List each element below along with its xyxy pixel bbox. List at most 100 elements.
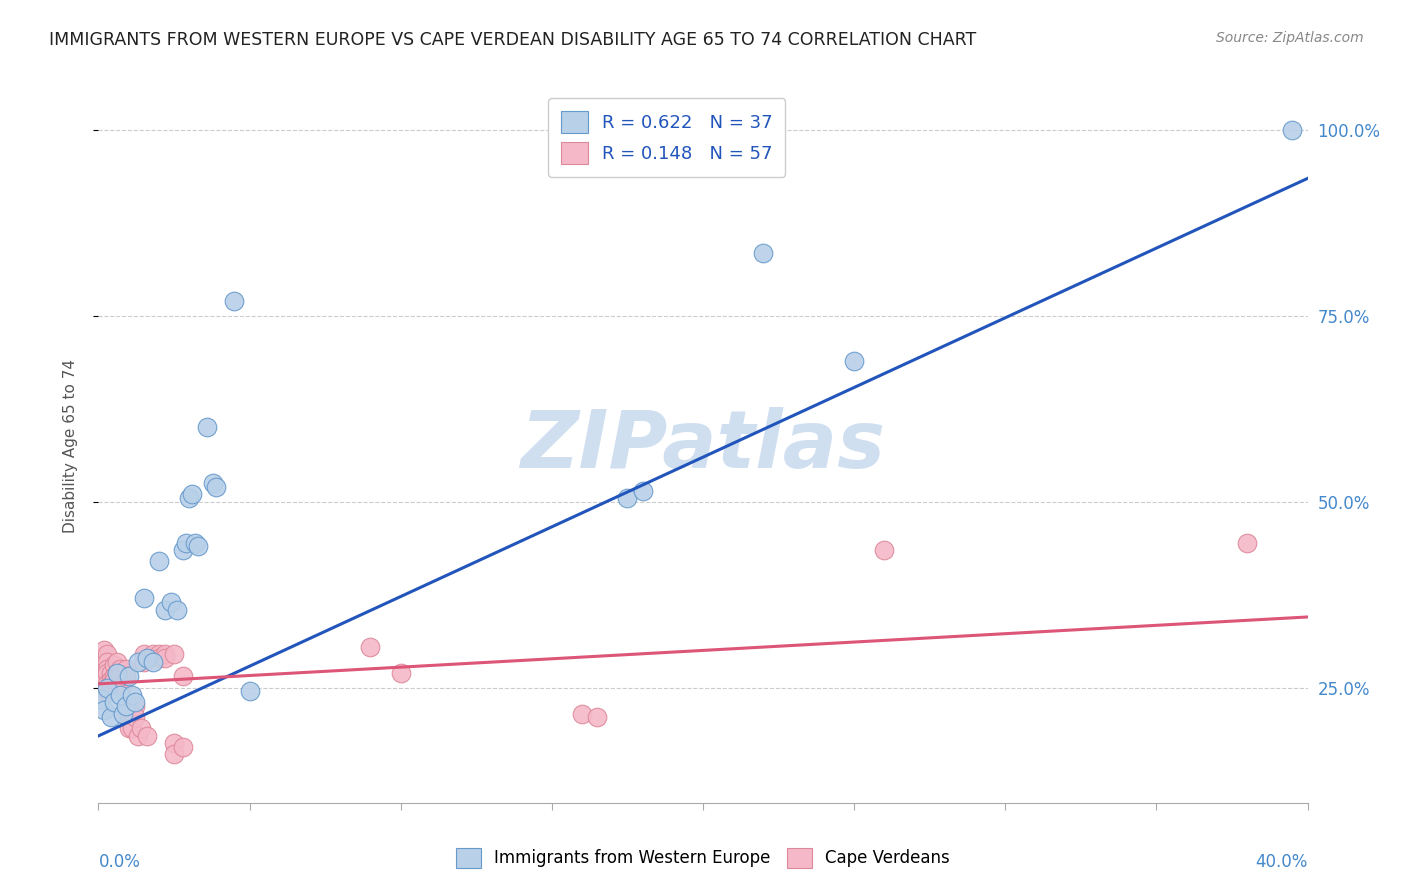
Point xyxy=(737,145,759,160)
Text: IMMIGRANTS FROM WESTERN EUROPE VS CAPE VERDEAN DISABILITY AGE 65 TO 74 CORRELATI: IMMIGRANTS FROM WESTERN EUROPE VS CAPE V… xyxy=(49,31,976,49)
Point xyxy=(172,740,194,755)
Point xyxy=(108,688,131,702)
Point xyxy=(118,706,141,721)
Point xyxy=(631,483,654,498)
Text: Source: ZipAtlas.com: Source: ZipAtlas.com xyxy=(1216,31,1364,45)
Point xyxy=(118,669,141,683)
Point xyxy=(586,710,609,724)
Point xyxy=(195,420,218,434)
Point xyxy=(87,651,110,665)
Point xyxy=(153,651,176,665)
Point xyxy=(90,691,112,706)
Point xyxy=(103,669,125,683)
Point xyxy=(96,665,118,680)
Point xyxy=(153,647,176,661)
Point xyxy=(148,554,170,568)
Point xyxy=(103,658,125,673)
Point xyxy=(132,591,155,606)
Point xyxy=(163,647,186,661)
Point xyxy=(121,722,143,736)
Point xyxy=(148,651,170,665)
Point xyxy=(114,669,136,683)
Point xyxy=(224,293,246,308)
Point xyxy=(202,476,225,491)
Point xyxy=(163,747,186,762)
Point xyxy=(93,655,115,669)
Point xyxy=(752,245,775,260)
Point xyxy=(127,655,149,669)
Point xyxy=(103,673,125,687)
Point xyxy=(108,662,131,676)
Point xyxy=(96,681,118,695)
Point xyxy=(114,662,136,676)
Point xyxy=(166,602,188,616)
Point xyxy=(360,640,382,654)
Point xyxy=(100,673,122,687)
Point xyxy=(129,722,152,736)
Text: 40.0%: 40.0% xyxy=(1256,853,1308,871)
Point xyxy=(93,669,115,683)
Point xyxy=(114,699,136,714)
Point xyxy=(93,643,115,657)
Point xyxy=(205,480,228,494)
Point xyxy=(172,669,194,683)
Point xyxy=(135,729,157,743)
Point xyxy=(181,487,204,501)
Point xyxy=(103,696,125,710)
Point xyxy=(132,647,155,661)
Point xyxy=(179,491,201,505)
Text: 0.0%: 0.0% xyxy=(98,853,141,871)
Point xyxy=(100,677,122,691)
Point xyxy=(90,673,112,687)
Point xyxy=(100,710,122,724)
Point xyxy=(1281,123,1303,137)
Point xyxy=(124,710,146,724)
Point xyxy=(174,535,197,549)
Point xyxy=(127,729,149,743)
Point xyxy=(163,736,186,750)
Point xyxy=(1236,535,1258,549)
Point xyxy=(93,677,115,691)
Point xyxy=(187,539,209,553)
Point xyxy=(148,647,170,661)
Point xyxy=(160,595,183,609)
Y-axis label: Disability Age 65 to 74: Disability Age 65 to 74 xyxy=(63,359,77,533)
Point xyxy=(124,699,146,714)
Point xyxy=(571,706,593,721)
Point xyxy=(93,703,115,717)
Point xyxy=(135,651,157,665)
Point xyxy=(389,665,412,680)
Point xyxy=(105,665,128,680)
Point xyxy=(96,684,118,698)
Point xyxy=(96,677,118,691)
Legend: Immigrants from Western Europe, Cape Verdeans: Immigrants from Western Europe, Cape Ver… xyxy=(449,841,957,875)
Point xyxy=(873,543,896,558)
Text: ZIPatlas: ZIPatlas xyxy=(520,407,886,485)
Point xyxy=(105,665,128,680)
Point xyxy=(844,353,866,368)
Point xyxy=(100,665,122,680)
Point xyxy=(108,669,131,683)
Point xyxy=(121,706,143,721)
Point xyxy=(172,543,194,558)
Point xyxy=(184,535,207,549)
Point xyxy=(142,655,165,669)
Point xyxy=(96,662,118,676)
Point xyxy=(153,602,176,616)
Point xyxy=(132,655,155,669)
Point xyxy=(96,647,118,661)
Point xyxy=(96,655,118,669)
Point xyxy=(111,677,134,691)
Point xyxy=(90,662,112,676)
Point xyxy=(239,684,262,698)
Point xyxy=(616,491,638,505)
Point xyxy=(118,722,141,736)
Point xyxy=(111,706,134,721)
Point xyxy=(105,655,128,669)
Point xyxy=(121,688,143,702)
Legend: R = 0.622   N = 37, R = 0.148   N = 57: R = 0.622 N = 37, R = 0.148 N = 57 xyxy=(548,98,786,177)
Point xyxy=(90,684,112,698)
Point xyxy=(90,677,112,691)
Point xyxy=(90,655,112,669)
Point xyxy=(111,706,134,721)
